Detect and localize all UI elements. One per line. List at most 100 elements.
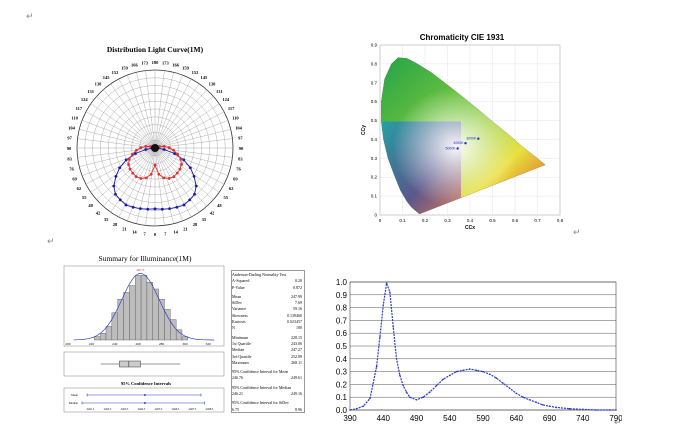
polar-angle-label: 173 <box>162 61 170 66</box>
stats-value: 0.872 <box>293 284 302 290</box>
spectrum-point <box>379 336 381 338</box>
spectrum-point <box>369 397 371 400</box>
cie-x-tick: 0.5 <box>489 218 496 223</box>
spectrum-point <box>535 401 537 404</box>
spectrum-y-tick: 0.8 <box>336 304 348 313</box>
polar-point-blue <box>153 207 157 211</box>
spectrum-point <box>455 370 458 373</box>
histogram-x-tick: 320 <box>206 342 212 346</box>
spectrum-y-tick: 0.9 <box>336 291 348 300</box>
ci-row-label: Mean <box>71 393 78 397</box>
polar-title: Distribution Light Curve(1M) <box>107 45 204 54</box>
stats-label: Variance <box>232 306 246 312</box>
stats-row: Variance 59.16 <box>232 306 302 312</box>
stats-label: Mean <box>232 293 242 299</box>
polar-grid-spoke <box>110 147 156 213</box>
polar-grid-spoke <box>154 89 207 149</box>
stats-label: 246.76 <box>232 375 243 381</box>
stats-value: 247.99 <box>291 293 302 299</box>
stats-label: Skewness <box>232 312 248 318</box>
stats-label: 95% Confidence Interval for StDev <box>232 400 289 406</box>
histogram-x-tick: 300 <box>182 342 188 346</box>
polar-point-blue <box>114 175 118 178</box>
polar-point-blue <box>182 203 186 207</box>
polar-angle-label: 138 <box>95 82 103 87</box>
stats-label: 246.21 <box>232 391 243 397</box>
spectrum-point <box>395 358 398 360</box>
spectrum-x-tick: 740 <box>576 414 590 423</box>
spectrum-point <box>475 369 478 372</box>
polar-grid-spoke <box>154 147 200 213</box>
polar-grid-spoke <box>136 147 156 224</box>
stats-label: P-Value <box>232 284 245 290</box>
cie-x-tick: 0 <box>379 218 382 223</box>
polar-point-red <box>157 172 161 176</box>
summary-title: Summary for Illuminance(1M) <box>98 254 192 263</box>
ci-x-tick: 2462.5 <box>104 408 112 411</box>
spectrum-point <box>392 326 395 328</box>
spectrum-point <box>362 405 365 407</box>
spectrum-x-tick: 590 <box>476 414 490 423</box>
polar-angle-label: 7 <box>144 231 147 236</box>
spectrum-point <box>608 409 611 411</box>
spectrum-x-tick: 440 <box>377 414 391 423</box>
spectrum-point <box>495 377 498 379</box>
histogram-bar <box>99 332 107 341</box>
stats-row: 95% Confidence Interval for StDev <box>232 400 302 406</box>
summary-title-wrap: Summary for Illuminance(1M) <box>60 254 230 263</box>
polar-angle-label: 131 <box>87 89 95 94</box>
cie-point-label: 4000K <box>453 141 464 145</box>
spectrum-svg: 390 440 490 540 590 640 690 740 790 0.0 0.1 0.2 0.3 0… <box>336 278 623 423</box>
polar-angle-label: 21 <box>183 226 188 231</box>
histogram-bar <box>105 326 113 341</box>
polar-point-blue <box>146 207 150 211</box>
return-mark: ↵ <box>47 237 55 247</box>
histogram-svg: 95% Confidence Intervals 267.5 200 220 240 2… <box>63 265 225 413</box>
histogram-x-tick: 220 <box>89 342 95 346</box>
spectrum-point <box>355 407 358 410</box>
stats-label: 3rd Quartile <box>232 353 252 359</box>
polar-angle-label: 131 <box>216 89 224 94</box>
polar-grid-spoke <box>77 138 156 149</box>
polar-grid-spoke <box>136 72 156 149</box>
polar-point-blue <box>182 158 186 162</box>
stats-label: N <box>232 325 235 331</box>
boxplot-box <box>119 360 141 368</box>
cie-x-tick: 0.8 <box>557 218 564 223</box>
polar-point-blue <box>188 198 192 202</box>
polar-point-blue <box>114 192 117 196</box>
polar-point-red <box>162 145 166 148</box>
polar-center-marker <box>151 144 159 152</box>
spectrum-point <box>595 409 597 411</box>
spectrum-point <box>442 378 444 381</box>
polar-point-red <box>179 157 183 161</box>
polar-point-red <box>175 171 179 175</box>
cie-point-label: 3000K <box>466 137 477 141</box>
polar-angle-label: 117 <box>76 106 83 111</box>
polar-point-red <box>149 172 153 176</box>
histogram-bar <box>117 299 124 341</box>
polar-point-blue <box>139 207 142 211</box>
polar-point-red <box>139 146 143 150</box>
spectrum-point <box>515 392 518 395</box>
polar-point-red <box>127 157 131 161</box>
spectrum-point <box>522 396 524 398</box>
cie-title: Chromaticity CIE 1931 <box>420 33 505 42</box>
normal-fit-curve <box>73 273 215 341</box>
stats-row: 1st Quartile 243.06 <box>232 341 302 347</box>
polar-grid-spoke <box>154 83 200 149</box>
spectrum-point <box>422 396 424 398</box>
cie-y-tick: 0.6 <box>371 99 378 104</box>
ci-frame <box>63 387 225 413</box>
stats-row: Minimum 228.15 <box>232 335 302 341</box>
polar-point-red <box>144 176 148 180</box>
histogram-bar <box>123 292 130 341</box>
histogram-chart: 95% Confidence Intervals 267.5 200 220 240 2… <box>62 264 230 414</box>
spectrum-line <box>349 280 616 411</box>
stats-row: Skewness 0.139460 <box>232 313 302 319</box>
polar-grid-spoke <box>81 120 156 149</box>
polar-angle-label: 76 <box>236 167 241 172</box>
spectrum-point <box>409 396 411 398</box>
cie-y-tick: 0.4 <box>371 137 378 142</box>
